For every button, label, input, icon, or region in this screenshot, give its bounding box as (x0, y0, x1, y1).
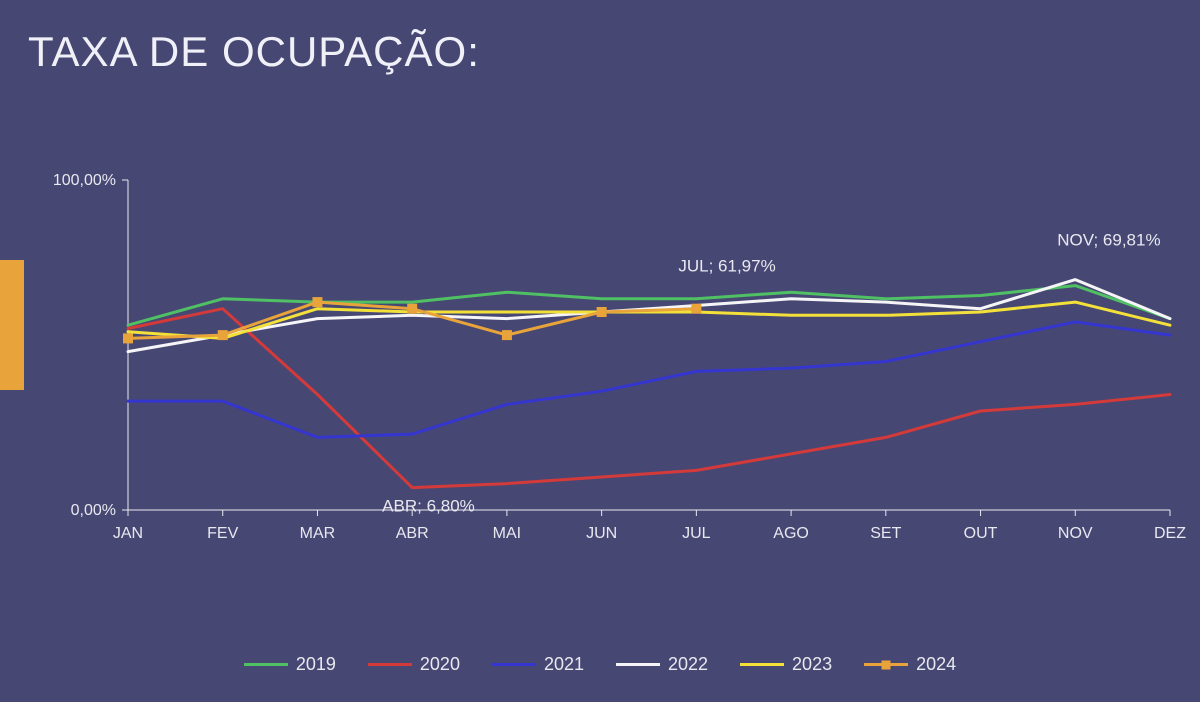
series-2021 (128, 322, 1170, 438)
legend-item-2024: 2024 (864, 654, 956, 675)
chart-svg: 0,00%100,00%JANFEVMARABRMAIJUNJULAGOSETO… (60, 170, 1180, 610)
page-title: TAXA DE OCUPAÇÃO: (28, 28, 480, 76)
x-tick-label: SET (870, 525, 901, 542)
left-accent-bar (0, 260, 24, 390)
legend-label: 2021 (544, 654, 584, 675)
y-tick-label: 100,00% (53, 172, 116, 189)
legend-swatch (616, 663, 660, 666)
series-marker-2024 (218, 330, 228, 340)
x-tick-label: OUT (964, 525, 998, 542)
x-tick-label: DEZ (1154, 525, 1186, 542)
legend-item-2021: 2021 (492, 654, 584, 675)
chart-legend: 2019 2020 2021 2022 2023 2024 (0, 650, 1200, 690)
data-label: NOV; 69,81% (1057, 231, 1160, 250)
legend-label: 2022 (668, 654, 708, 675)
x-tick-label: JUL (682, 525, 711, 542)
x-tick-label: FEV (207, 525, 238, 542)
series-marker-2024 (407, 304, 417, 314)
series-marker-2024 (691, 304, 701, 314)
legend-label: 2024 (916, 654, 956, 675)
legend-swatch (492, 663, 536, 666)
legend-swatch (864, 663, 908, 666)
occupancy-chart: 0,00%100,00%JANFEVMARABRMAIJUNJULAGOSETO… (60, 170, 1180, 610)
legend-item-2023: 2023 (740, 654, 832, 675)
legend-label: 2020 (420, 654, 460, 675)
series-marker-2024 (312, 297, 322, 307)
series-marker-2024 (123, 333, 133, 343)
legend-swatch (368, 663, 412, 666)
legend-label: 2023 (792, 654, 832, 675)
x-tick-label: JAN (113, 525, 143, 542)
data-label: ABR; 6,80% (382, 497, 475, 516)
legend-label: 2019 (296, 654, 336, 675)
x-tick-label: MAR (300, 525, 336, 542)
legend-item-2022: 2022 (616, 654, 708, 675)
x-tick-label: JUN (586, 525, 617, 542)
legend-swatch (244, 663, 288, 666)
legend-item-2019: 2019 (244, 654, 336, 675)
data-label: JUL; 61,97% (678, 256, 775, 275)
legend-item-2020: 2020 (368, 654, 460, 675)
x-tick-label: ABR (396, 525, 429, 542)
series-marker-2024 (502, 330, 512, 340)
x-tick-label: AGO (773, 525, 809, 542)
series-marker-2024 (597, 307, 607, 317)
x-tick-label: NOV (1058, 525, 1093, 542)
x-tick-label: MAI (493, 525, 521, 542)
y-tick-label: 0,00% (71, 502, 116, 519)
legend-swatch (740, 663, 784, 666)
series-2022 (128, 280, 1170, 352)
